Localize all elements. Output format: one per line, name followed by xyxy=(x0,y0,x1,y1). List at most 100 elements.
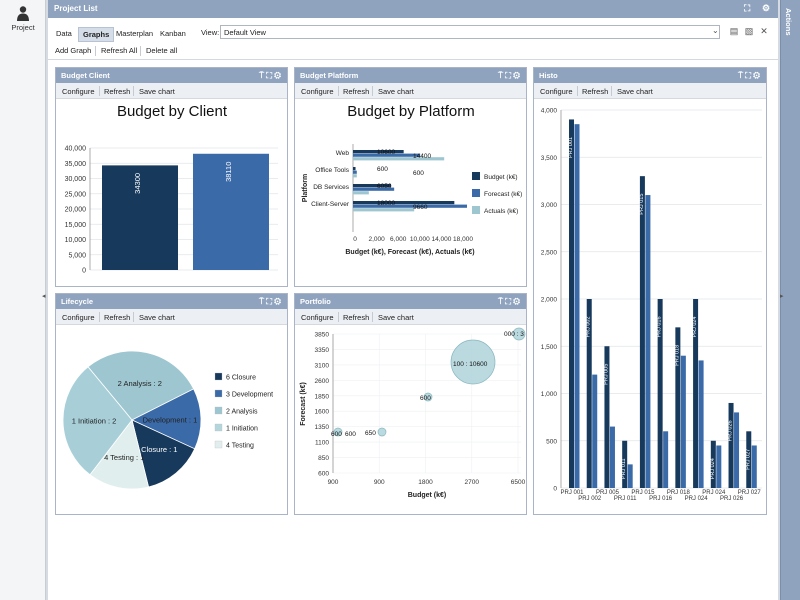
bar xyxy=(353,174,357,178)
pin-icon[interactable]: ⍑ xyxy=(259,70,267,80)
configure-button[interactable]: Configure xyxy=(540,87,573,96)
save-chart-button[interactable]: Save chart xyxy=(617,87,653,96)
point-label: 600 xyxy=(331,431,342,438)
collapse-left-icon[interactable]: ◂ xyxy=(42,293,46,300)
y-tick-label: 2,500 xyxy=(541,249,558,256)
bar xyxy=(609,426,615,488)
y-tick-label: 0 xyxy=(553,486,557,493)
pin-icon[interactable]: ⍑ xyxy=(259,296,267,306)
bar xyxy=(663,431,669,488)
settings-icon[interactable]: ⚙ xyxy=(753,70,762,80)
x-tick-label: 18,000 xyxy=(453,236,473,243)
refresh-all-button[interactable]: Refresh All xyxy=(101,46,138,55)
actions-bar[interactable]: Actions xyxy=(780,0,800,600)
bar-value-label: PRJ 005 xyxy=(603,364,609,385)
panel-portfolio: Portfolio ⍑⛶⚙ Configure Refresh Save cha… xyxy=(294,293,527,515)
pie-slice xyxy=(131,388,202,450)
project-icon[interactable] xyxy=(15,5,31,21)
panel-title: Histo xyxy=(539,71,558,80)
x-tick-label: 6,000 xyxy=(390,236,407,243)
x-tick-label: PRJ 005 xyxy=(596,490,620,496)
bar-value-label: 600 xyxy=(413,170,424,177)
legend-label: 3 Development xyxy=(226,392,273,399)
save-chart-button[interactable]: Save chart xyxy=(139,313,175,322)
expand-icon[interactable]: ⛶ xyxy=(745,70,754,80)
refresh-button[interactable]: Refresh xyxy=(343,313,370,322)
bar xyxy=(569,119,574,488)
settings-icon[interactable]: ⚙ xyxy=(274,70,283,80)
pin-icon[interactable]: ⍑ xyxy=(498,296,506,306)
settings-icon[interactable]: ⚙ xyxy=(513,70,522,80)
bar xyxy=(622,440,628,488)
bar-value-label: PRJ 026 xyxy=(728,420,734,441)
expand-icon[interactable]: ⛶ xyxy=(266,296,275,306)
configure-button[interactable]: Configure xyxy=(301,313,334,322)
save-chart-button[interactable]: Save chart xyxy=(139,87,175,96)
bar xyxy=(353,201,455,205)
expand-icon[interactable]: ⛶ xyxy=(505,296,514,306)
collapse-right-icon[interactable]: ▸ xyxy=(780,293,784,300)
tab-graphs[interactable]: Graphs xyxy=(78,27,115,42)
refresh-button[interactable]: Refresh xyxy=(104,87,131,96)
expand-icon[interactable]: ⛶ xyxy=(505,70,514,80)
panel-toolbar: Configure Refresh Save chart xyxy=(295,309,526,325)
legend-swatch xyxy=(472,172,480,180)
add-graph-button[interactable]: Add Graph xyxy=(55,46,92,55)
save-chart-button[interactable]: Save chart xyxy=(378,87,414,96)
bar xyxy=(751,445,757,488)
legend-swatch xyxy=(214,406,223,415)
configure-button[interactable]: Configure xyxy=(301,87,334,96)
x-tick-label: 900 xyxy=(328,479,339,486)
legend-swatch xyxy=(214,389,223,398)
chart-title: Budget by Client xyxy=(117,103,228,120)
slice-label: 2 Analysis : 2 xyxy=(118,379,162,388)
pie-slice xyxy=(62,366,133,476)
y-tick-label: 3,500 xyxy=(541,155,558,162)
legend-swatch xyxy=(214,372,223,381)
actions-label[interactable]: Actions xyxy=(784,8,793,36)
point-label: 650 xyxy=(365,430,376,437)
bar-value-label: 34300 xyxy=(133,173,142,194)
save-as-view-icon[interactable]: ▧ xyxy=(744,26,754,36)
project-label[interactable]: Project xyxy=(11,23,35,32)
close-icon[interactable]: ✕ xyxy=(760,26,768,36)
refresh-button[interactable]: Refresh xyxy=(104,313,131,322)
pie-slice xyxy=(131,419,196,488)
settings-icon[interactable]: ⚙ xyxy=(513,296,522,306)
tab-kanban[interactable]: Kanban xyxy=(160,29,186,38)
x-tick-label: PRJ 015 xyxy=(631,490,655,496)
pin-icon[interactable]: ⍑ xyxy=(498,70,506,80)
chart-title: Budget by Platform xyxy=(347,103,475,120)
delete-all-button[interactable]: Delete all xyxy=(146,46,178,55)
bar-value-label: 10600 xyxy=(377,149,395,156)
bar xyxy=(353,208,415,212)
legend-label: 6 Closure xyxy=(226,375,256,382)
bar xyxy=(728,402,734,488)
tab-data[interactable]: Data xyxy=(56,29,72,38)
x-tick-label: PRJ 024 xyxy=(685,496,709,502)
configure-button[interactable]: Configure xyxy=(62,313,95,322)
view-select[interactable]: Default View xyxy=(220,25,720,39)
x-tick-label: PRJ 011 xyxy=(614,496,637,502)
panel-header: Budget Client ⍑⛶⚙ xyxy=(56,68,287,83)
settings-icon[interactable]: ⚙ xyxy=(762,3,771,13)
settings-icon[interactable]: ⚙ xyxy=(274,296,283,306)
chevron-down-icon[interactable]: ⌄ xyxy=(712,26,719,35)
bar xyxy=(675,327,681,488)
panel-histo: Histo ⍑⛶⚙ Configure Refresh Save chart 0… xyxy=(533,67,767,515)
bar-value-label: PRJ 018 xyxy=(674,345,680,366)
configure-button[interactable]: Configure xyxy=(62,87,95,96)
refresh-button[interactable]: Refresh xyxy=(343,87,370,96)
bar-value-label: PRJ 002 xyxy=(586,316,592,337)
panel-header: Portfolio ⍑⛶⚙ xyxy=(295,294,526,309)
tab-masterplan[interactable]: Masterplan xyxy=(116,29,154,38)
legend-swatch xyxy=(214,440,223,449)
save-view-icon[interactable]: ▤ xyxy=(729,26,739,36)
save-chart-button[interactable]: Save chart xyxy=(378,313,414,322)
y-axis-title: Platform xyxy=(302,174,309,202)
refresh-button[interactable]: Refresh xyxy=(582,87,609,96)
maximize-icon[interactable]: ⛶ xyxy=(744,3,751,13)
panel-budget-client: Budget Client ⍑⛶⚙ Configure Refresh Save… xyxy=(55,67,288,287)
expand-icon[interactable]: ⛶ xyxy=(266,70,275,80)
pin-icon[interactable]: ⍑ xyxy=(738,70,746,80)
